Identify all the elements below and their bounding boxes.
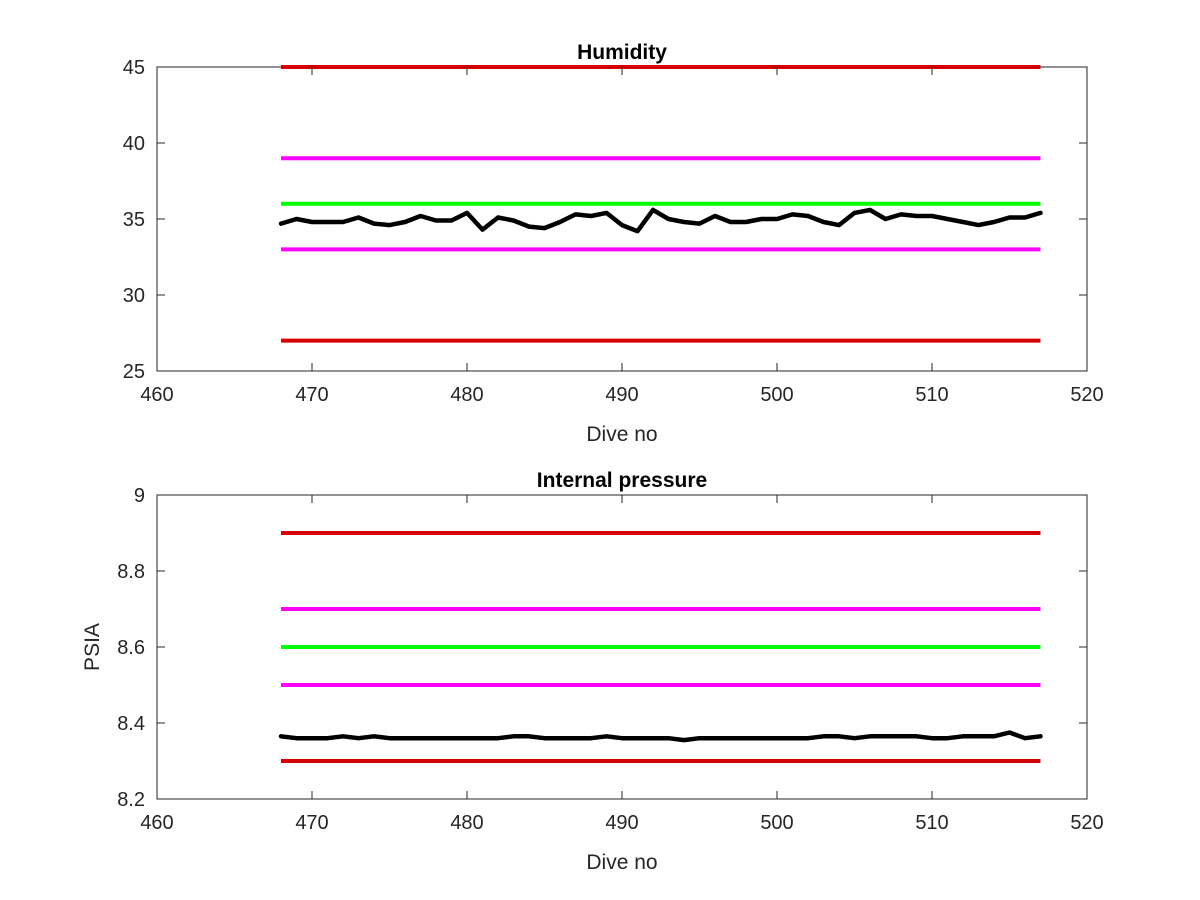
x-tick-label: 470 bbox=[295, 384, 328, 406]
y-tick-label: 35 bbox=[123, 209, 145, 231]
y-tick-label: 30 bbox=[123, 285, 145, 307]
x-tick-label: 460 bbox=[140, 384, 173, 406]
y-tick-label: 9 bbox=[134, 485, 145, 507]
y-axis-label: PSIA bbox=[81, 623, 104, 671]
x-tick-label: 500 bbox=[760, 384, 793, 406]
x-axis-label: Dive no bbox=[586, 423, 657, 446]
x-tick-label: 480 bbox=[450, 384, 483, 406]
y-tick-label: 8.6 bbox=[117, 637, 145, 659]
y-tick-label: 8.2 bbox=[117, 789, 145, 811]
x-axis-label: Dive no bbox=[586, 851, 657, 874]
x-tick-label: 490 bbox=[605, 384, 638, 406]
x-tick-label: 470 bbox=[295, 812, 328, 834]
data-series-line bbox=[278, 730, 1043, 743]
x-tick-label: 490 bbox=[605, 812, 638, 834]
y-tick-label: 40 bbox=[123, 133, 145, 155]
chart-title: Internal pressure bbox=[537, 469, 707, 492]
chart-title: Humidity bbox=[577, 41, 667, 64]
x-tick-label: 510 bbox=[915, 812, 948, 834]
y-tick-label: 8.4 bbox=[117, 713, 145, 735]
y-tick-label: 8.8 bbox=[117, 561, 145, 583]
x-tick-label: 520 bbox=[1070, 812, 1103, 834]
x-tick-label: 520 bbox=[1070, 384, 1103, 406]
plots: 460 470 480 490 500 510 520 25 30 35 40 45 Humidity D… bbox=[81, 41, 1104, 874]
data-series-line bbox=[278, 207, 1043, 234]
x-tick-label: 460 bbox=[140, 812, 173, 834]
subplot-2: 460 470 480 490 500 510 520 8.2 8.4 8.6 8.8 9 Intern… bbox=[81, 469, 1104, 874]
x-tick-label: 480 bbox=[450, 812, 483, 834]
x-tick-label: 510 bbox=[915, 384, 948, 406]
axes-box bbox=[156, 66, 1088, 372]
y-tick-label: 45 bbox=[123, 57, 145, 79]
subplot-1: 460 470 480 490 500 510 520 25 30 35 40 45 Humidity D… bbox=[123, 41, 1104, 446]
y-tick-label: 25 bbox=[123, 361, 145, 383]
x-tick-label: 500 bbox=[760, 812, 793, 834]
